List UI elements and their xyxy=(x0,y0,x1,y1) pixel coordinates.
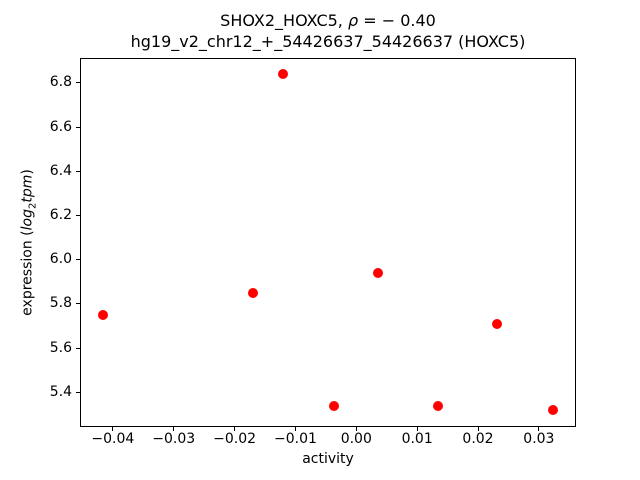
data-point xyxy=(492,318,503,329)
y-tick-label: 6.2 xyxy=(49,206,72,223)
y-tick-label: 6.0 xyxy=(49,251,72,268)
x-tick-mark xyxy=(477,427,479,432)
y-tick-mark xyxy=(76,170,80,172)
x-tick-label: 0.01 xyxy=(401,431,433,447)
y-tick-label: 5.4 xyxy=(49,383,72,400)
y-tick-mark xyxy=(76,82,80,84)
y-tick-mark xyxy=(76,126,80,128)
chart-title-block: SHOX2_HOXC5, ρ = − 0.40 hg19_v2_chr12_+_… xyxy=(80,10,576,52)
y-tick-mark xyxy=(76,214,80,216)
x-tick-mark xyxy=(538,427,540,432)
title-rho-value: = − 0.40 xyxy=(358,11,436,30)
chart-subtitle: hg19_v2_chr12_+_54426637_54426637 (HOXC5… xyxy=(130,32,526,51)
data-point xyxy=(278,68,289,79)
data-point xyxy=(248,287,259,298)
x-tick-label: −0.01 xyxy=(273,431,317,447)
x-tick-label: −0.03 xyxy=(152,431,196,447)
data-point xyxy=(432,400,443,411)
x-tick-mark xyxy=(173,427,175,432)
data-point xyxy=(373,267,384,278)
y-tick-label: 6.4 xyxy=(49,162,72,179)
x-tick-mark xyxy=(416,427,418,432)
data-point xyxy=(547,404,558,415)
y-tick-mark xyxy=(76,347,80,349)
x-tick-label: 0.03 xyxy=(523,431,555,447)
plot-area xyxy=(80,57,576,428)
y-tick-label: 5.6 xyxy=(49,339,72,356)
chart-title: SHOX2_HOXC5, ρ = − 0.40 xyxy=(80,10,576,31)
x-tick-label: 0.00 xyxy=(340,431,372,447)
y-tick-label: 6.6 xyxy=(49,118,72,135)
y-tick-label: 6.8 xyxy=(49,74,72,91)
x-axis-label: activity xyxy=(302,451,354,467)
y-tick-label: 5.8 xyxy=(49,295,72,312)
title-rho-symbol: ρ xyxy=(347,11,359,30)
title-text-prefix: SHOX2_HOXC5, xyxy=(220,11,348,30)
y-tick-mark xyxy=(76,303,80,305)
x-tick-label: −0.04 xyxy=(91,431,135,447)
y-tick-mark xyxy=(76,259,80,261)
x-tick-label: −0.02 xyxy=(213,431,257,447)
x-tick-label: 0.02 xyxy=(462,431,494,447)
x-tick-mark xyxy=(234,427,236,432)
x-tick-mark xyxy=(355,427,357,432)
data-point xyxy=(329,400,340,411)
y-tick-mark xyxy=(76,391,80,393)
data-point xyxy=(97,309,108,320)
x-tick-mark xyxy=(112,427,114,432)
x-tick-mark xyxy=(294,427,296,432)
